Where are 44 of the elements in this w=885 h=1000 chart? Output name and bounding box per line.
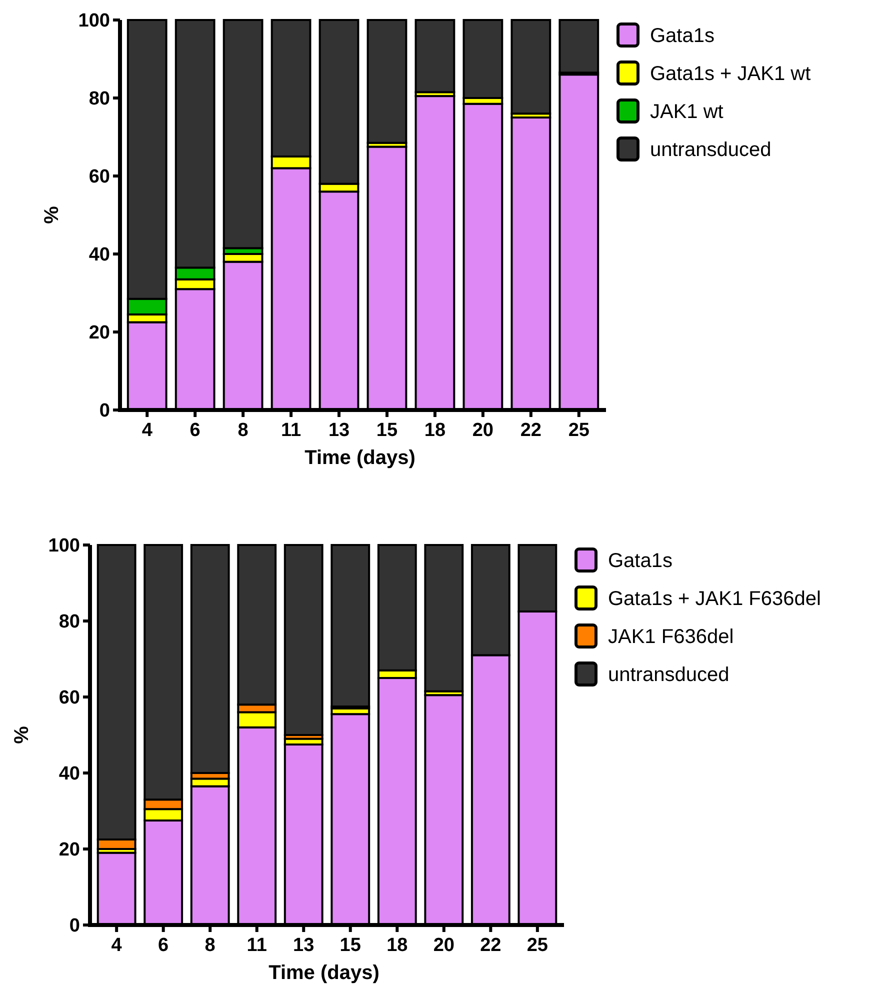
x-tick-label: 6 bbox=[158, 935, 169, 956]
legend-label: untransduced bbox=[650, 139, 772, 161]
y-tick-label: 20 bbox=[58, 840, 80, 861]
legend-label: Gata1s bbox=[608, 550, 672, 572]
x-tick-label: 11 bbox=[246, 935, 268, 956]
legend-label: Gata1s bbox=[650, 25, 714, 47]
x-tick-label: 22 bbox=[480, 935, 502, 956]
x-tick-label: 25 bbox=[526, 935, 548, 956]
x-tick-label: 18 bbox=[424, 420, 446, 441]
legend-label: untransduced bbox=[608, 664, 730, 686]
legend-label: JAK1 wt bbox=[650, 101, 724, 123]
x-tick-label: 13 bbox=[293, 935, 314, 956]
x-tick-label: 4 bbox=[142, 420, 153, 441]
legend-label: Gata1s + JAK1 F636del bbox=[608, 588, 821, 610]
y-tick-label: 80 bbox=[58, 612, 80, 633]
y-tick-label: 20 bbox=[88, 322, 110, 344]
y-tick-label: 0 bbox=[69, 916, 80, 937]
y-axis-title: % bbox=[11, 726, 33, 744]
x-tick-label: 8 bbox=[204, 935, 216, 956]
y-tick-label: 80 bbox=[88, 88, 110, 110]
x-axis-title: Time (days) bbox=[304, 447, 416, 469]
y-axis-title: % bbox=[41, 206, 63, 224]
x-tick-label: 13 bbox=[328, 420, 350, 441]
x-tick-label: 20 bbox=[433, 935, 454, 956]
y-tick-label: 100 bbox=[78, 10, 110, 32]
x-tick-label: 15 bbox=[376, 420, 398, 441]
y-tick-label: 0 bbox=[99, 400, 110, 422]
y-tick-label: 40 bbox=[88, 244, 110, 266]
y-tick-label: 60 bbox=[58, 688, 80, 709]
y-tick-label: 100 bbox=[48, 536, 80, 557]
x-tick-label: 4 bbox=[111, 935, 122, 956]
x-tick-label: 25 bbox=[568, 420, 590, 441]
x-tick-label: 15 bbox=[340, 935, 362, 956]
x-axis-title: Time (days) bbox=[268, 962, 380, 984]
legend-label: JAK1 F636del bbox=[608, 626, 734, 648]
x-tick-label: 6 bbox=[190, 420, 200, 441]
x-tick-label: 18 bbox=[386, 935, 408, 956]
x-tick-label: 11 bbox=[280, 420, 302, 441]
y-tick-label: 60 bbox=[88, 166, 110, 188]
x-tick-label: 20 bbox=[472, 420, 494, 441]
x-tick-label: 8 bbox=[238, 420, 248, 441]
x-tick-label: 22 bbox=[520, 420, 542, 441]
legend-label: Gata1s + JAK1 wt bbox=[650, 63, 812, 85]
y-tick-label: 40 bbox=[58, 764, 80, 785]
